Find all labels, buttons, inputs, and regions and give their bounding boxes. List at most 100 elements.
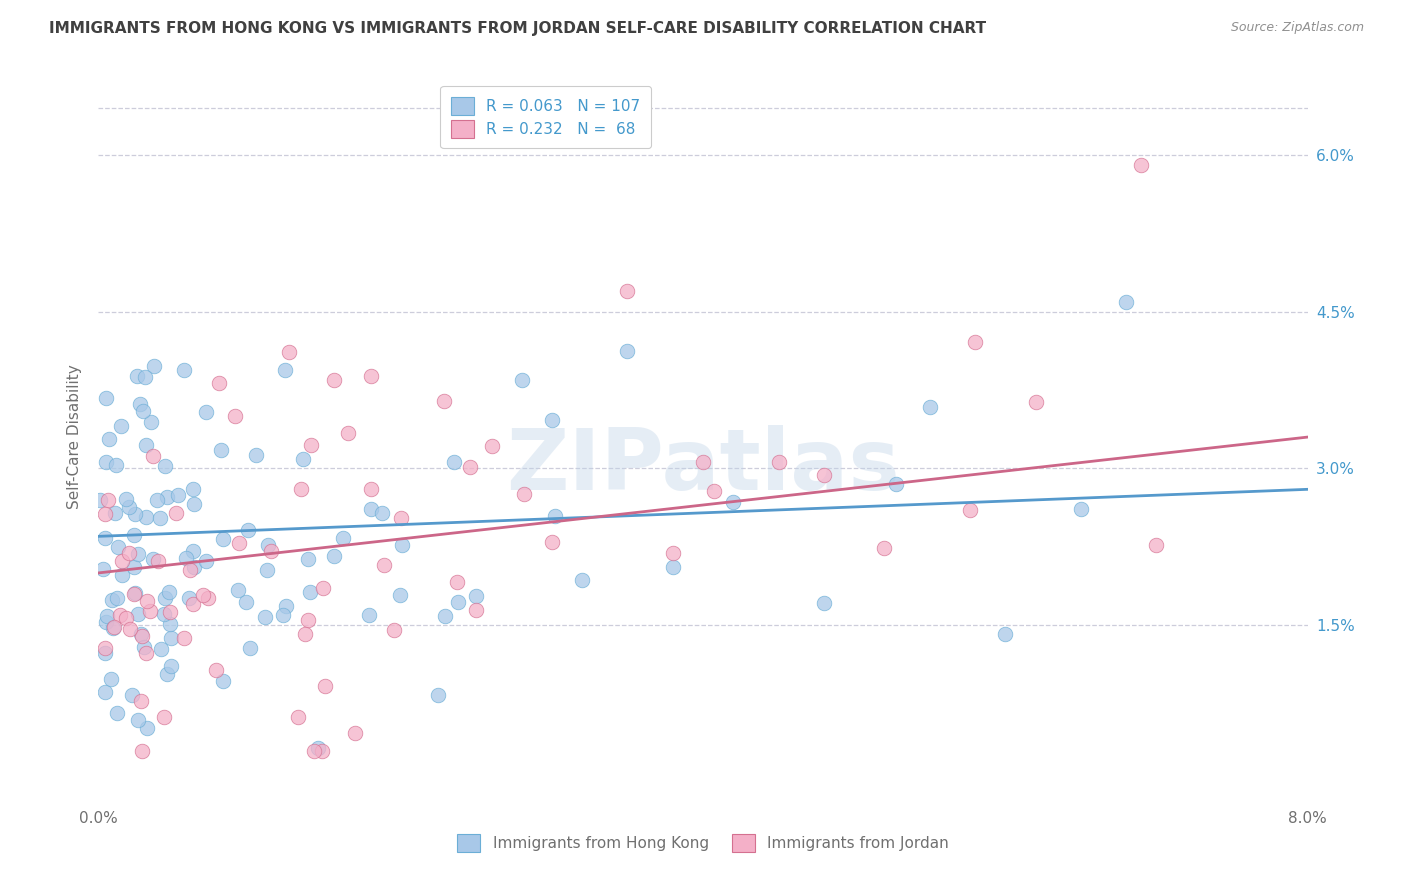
Point <box>179 563 201 577</box>
Point <box>153 591 176 605</box>
Point <box>157 585 180 599</box>
Point <box>298 584 321 599</box>
Point <box>104 458 127 472</box>
Point <box>110 554 132 568</box>
Point <box>510 373 533 387</box>
Point <box>302 743 325 757</box>
Point <box>540 413 562 427</box>
Point <box>1130 158 1153 172</box>
Point <box>121 688 143 702</box>
Point <box>94 507 117 521</box>
Point <box>256 563 278 577</box>
Point <box>160 658 183 673</box>
Point <box>91 562 114 576</box>
Point <box>616 343 638 358</box>
Point <box>273 607 295 622</box>
Point <box>307 741 329 756</box>
Point <box>135 510 157 524</box>
Point <box>813 467 835 482</box>
Point <box>156 490 179 504</box>
Point <box>129 397 152 411</box>
Point <box>105 706 128 720</box>
Point <box>165 506 187 520</box>
Point <box>813 596 835 610</box>
Point <box>150 641 173 656</box>
Point <box>388 588 411 602</box>
Point <box>274 363 297 377</box>
Point <box>181 482 204 496</box>
Point <box>236 523 259 537</box>
Point <box>122 560 145 574</box>
Point <box>139 604 162 618</box>
Point <box>96 455 118 469</box>
Point <box>292 451 315 466</box>
Point <box>146 492 169 507</box>
Point <box>98 432 121 446</box>
Point <box>159 616 181 631</box>
Point <box>513 487 536 501</box>
Point <box>965 334 987 349</box>
Point <box>153 458 176 473</box>
Point <box>94 615 117 629</box>
Point <box>103 620 125 634</box>
Point <box>181 543 204 558</box>
Point <box>211 443 233 458</box>
Point <box>89 493 111 508</box>
Point <box>723 495 745 509</box>
Point <box>260 544 283 558</box>
Point <box>131 743 153 757</box>
Text: IMMIGRANTS FROM HONG KONG VS IMMIGRANTS FROM JORDAN SELF-CARE DISABILITY CORRELA: IMMIGRANTS FROM HONG KONG VS IMMIGRANTS … <box>49 21 987 36</box>
Point <box>287 710 309 724</box>
Point <box>433 393 456 408</box>
Point <box>173 631 195 645</box>
Point <box>177 591 200 605</box>
Point <box>166 488 188 502</box>
Point <box>314 679 336 693</box>
Point <box>391 538 413 552</box>
Point <box>131 694 153 708</box>
Point <box>465 602 488 616</box>
Point <box>1070 501 1092 516</box>
Text: Source: ZipAtlas.com: Source: ZipAtlas.com <box>1230 21 1364 34</box>
Point <box>149 511 172 525</box>
Point <box>257 538 280 552</box>
Point <box>359 607 381 622</box>
Point <box>160 631 183 645</box>
Point <box>382 623 405 637</box>
Point <box>884 477 907 491</box>
Point <box>118 545 141 559</box>
Point <box>124 585 146 599</box>
Point <box>446 574 468 589</box>
Point <box>1146 539 1168 553</box>
Point <box>135 438 157 452</box>
Point <box>278 345 301 359</box>
Point <box>661 545 683 559</box>
Point <box>616 284 638 298</box>
Point <box>108 607 131 622</box>
Point <box>135 594 157 608</box>
Point <box>194 405 217 419</box>
Point <box>107 541 129 555</box>
Point <box>101 592 124 607</box>
Point <box>299 437 322 451</box>
Point <box>661 559 683 574</box>
Point <box>104 506 127 520</box>
Point <box>297 551 319 566</box>
Point <box>360 368 382 383</box>
Point <box>183 560 205 574</box>
Point <box>193 588 215 602</box>
Point <box>692 455 714 469</box>
Point <box>174 550 197 565</box>
Point <box>127 548 149 562</box>
Point <box>115 611 138 625</box>
Point <box>1115 294 1137 309</box>
Point <box>100 673 122 687</box>
Point <box>332 531 354 545</box>
Point <box>110 419 132 434</box>
Point <box>111 568 134 582</box>
Point <box>127 713 149 727</box>
Point <box>274 599 297 614</box>
Point <box>142 449 165 463</box>
Point <box>959 503 981 517</box>
Point <box>994 627 1017 641</box>
